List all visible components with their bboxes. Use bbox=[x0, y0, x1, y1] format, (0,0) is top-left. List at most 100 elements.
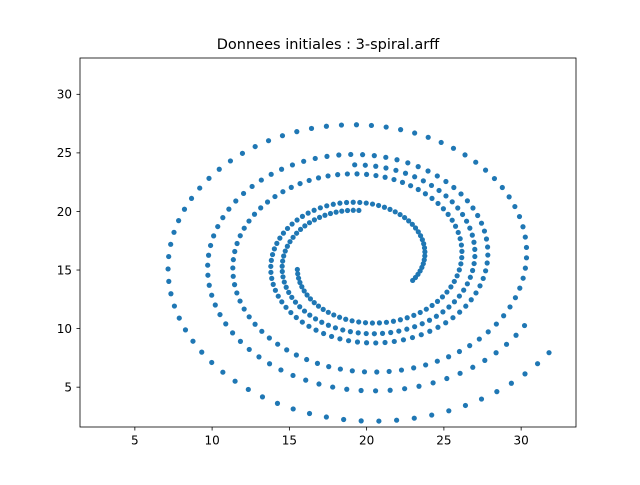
data-point-outer-spiral bbox=[423, 306, 429, 312]
data-point-inner-spiral bbox=[464, 281, 470, 287]
data-point-inner-spiral bbox=[419, 321, 425, 327]
data-point-outer-spiral bbox=[399, 179, 406, 185]
data-point-outer-spiral bbox=[408, 183, 414, 189]
data-point-outer-spiral bbox=[382, 174, 388, 180]
data-point-outer-spiral bbox=[361, 369, 368, 375]
data-point-middle-spiral bbox=[382, 339, 388, 346]
data-point-middle-spiral bbox=[324, 153, 330, 159]
data-point-middle-spiral bbox=[277, 235, 283, 241]
data-point-outer-spiral bbox=[417, 309, 423, 316]
data-point-outer-spiral bbox=[251, 211, 258, 217]
data-point-outer-spiral bbox=[368, 122, 375, 129]
data-point-outer-spiral bbox=[297, 180, 303, 187]
data-point-middle-spiral bbox=[485, 252, 491, 258]
data-point-inner-spiral bbox=[379, 330, 386, 336]
data-point-inner-spiral bbox=[339, 208, 345, 214]
data-point-middle-spiral bbox=[306, 323, 312, 329]
data-point-inner-spiral bbox=[287, 239, 293, 245]
data-point-outer-spiral bbox=[197, 185, 203, 191]
data-point-outer-spiral bbox=[522, 371, 528, 377]
data-point-middle-spiral bbox=[415, 164, 421, 170]
data-point-inner-spiral bbox=[290, 234, 296, 240]
data-point-outer-spiral bbox=[239, 150, 246, 156]
data-point-middle-spiral bbox=[503, 341, 510, 347]
data-point-middle-spiral bbox=[473, 290, 479, 296]
x-tick-label: 30 bbox=[514, 434, 529, 448]
data-point-outer-spiral bbox=[325, 309, 331, 315]
axes-layer: 5 10 15 20 25 30 5 10 15 20 25 30 bbox=[57, 57, 577, 448]
data-point-outer-spiral bbox=[307, 296, 314, 302]
data-point-middle-spiral bbox=[249, 183, 255, 190]
data-point-middle-spiral bbox=[463, 303, 469, 309]
data-point-middle-spiral bbox=[470, 364, 476, 370]
data-point-middle-spiral bbox=[402, 386, 408, 392]
chart-title: Donnees initiales : 3-spiral.arff bbox=[217, 37, 440, 53]
x-tick-label: 15 bbox=[282, 434, 297, 448]
data-point-outer-spiral bbox=[434, 298, 441, 304]
data-point-inner-spiral bbox=[455, 205, 461, 211]
data-point-outer-spiral bbox=[522, 234, 528, 240]
x-tick-label: 25 bbox=[436, 434, 451, 448]
data-point-middle-spiral bbox=[269, 251, 276, 258]
data-point-middle-spiral bbox=[484, 260, 490, 266]
data-point-outer-spiral bbox=[246, 314, 252, 320]
data-point-outer-spiral bbox=[429, 195, 435, 201]
data-point-outer-spiral bbox=[338, 122, 345, 128]
data-point-outer-spiral bbox=[485, 329, 491, 335]
data-point-outer-spiral bbox=[168, 241, 174, 247]
data-point-middle-spiral bbox=[299, 213, 306, 219]
data-point-middle-spiral bbox=[209, 292, 215, 298]
data-point-outer-spiral bbox=[230, 273, 236, 279]
data-point-outer-spiral bbox=[415, 186, 421, 193]
data-point-middle-spiral bbox=[233, 198, 239, 204]
data-point-outer-spiral bbox=[323, 123, 330, 129]
data-point-middle-spiral bbox=[256, 354, 262, 360]
data-point-middle-spiral bbox=[207, 242, 214, 249]
data-point-outer-spiral bbox=[425, 134, 431, 140]
data-point-outer-spiral bbox=[390, 318, 397, 324]
data-point-outer-spiral bbox=[325, 173, 331, 179]
data-point-outer-spiral bbox=[450, 145, 457, 151]
data-point-inner-spiral bbox=[286, 289, 292, 295]
data-point-inner-spiral bbox=[344, 207, 351, 214]
data-point-outer-spiral bbox=[354, 171, 360, 177]
data-point-inner-spiral bbox=[294, 230, 300, 236]
data-point-middle-spiral bbox=[434, 173, 440, 179]
data-point-outer-spiral bbox=[232, 248, 238, 255]
data-point-middle-spiral bbox=[477, 283, 483, 289]
data-point-outer-spiral bbox=[232, 378, 238, 384]
data-point-middle-spiral bbox=[237, 338, 244, 344]
data-point-middle-spiral bbox=[328, 333, 335, 340]
data-point-outer-spiral bbox=[176, 218, 182, 224]
data-point-middle-spiral bbox=[271, 246, 277, 252]
data-point-middle-spiral bbox=[394, 157, 400, 163]
data-point-middle-spiral bbox=[421, 257, 427, 263]
data-point-middle-spiral bbox=[205, 272, 211, 278]
data-point-outer-spiral bbox=[456, 348, 463, 355]
data-point-middle-spiral bbox=[284, 225, 291, 232]
data-point-middle-spiral bbox=[470, 205, 476, 211]
data-point-inner-spiral bbox=[443, 193, 449, 199]
data-point-outer-spiral bbox=[349, 318, 355, 324]
data-point-outer-spiral bbox=[434, 358, 440, 364]
data-point-middle-spiral bbox=[443, 320, 449, 326]
data-point-outer-spiral bbox=[335, 172, 341, 178]
data-point-outer-spiral bbox=[459, 248, 465, 254]
data-point-middle-spiral bbox=[268, 171, 274, 177]
data-point-middle-spiral bbox=[468, 297, 474, 303]
data-point-outer-spiral bbox=[422, 191, 428, 197]
data-point-middle-spiral bbox=[330, 384, 336, 390]
data-point-middle-spiral bbox=[290, 372, 296, 379]
data-point-outer-spiral bbox=[297, 279, 303, 286]
data-point-outer-spiral bbox=[166, 253, 172, 260]
data-point-outer-spiral bbox=[220, 369, 226, 375]
data-point-outer-spiral bbox=[369, 320, 376, 326]
data-point-middle-spiral bbox=[240, 190, 247, 197]
data-point-outer-spiral bbox=[458, 242, 464, 248]
data-point-outer-spiral bbox=[182, 327, 189, 333]
data-point-middle-spiral bbox=[324, 203, 330, 209]
data-point-middle-spiral bbox=[316, 381, 322, 387]
data-point-outer-spiral bbox=[448, 284, 454, 290]
data-point-outer-spiral bbox=[435, 200, 441, 207]
data-point-inner-spiral bbox=[471, 260, 477, 267]
